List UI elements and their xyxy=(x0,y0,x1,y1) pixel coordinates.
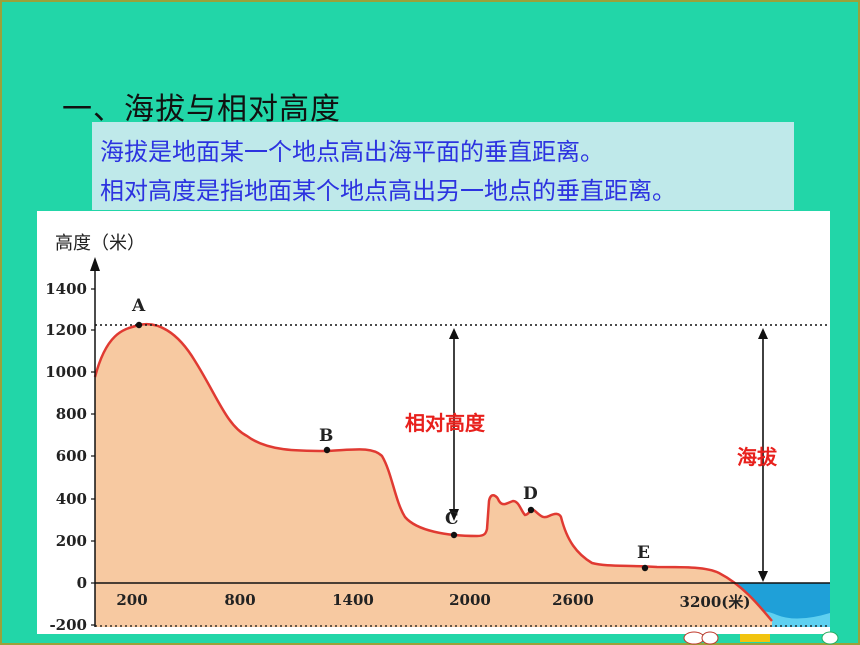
altitude-definition: 海拔是地面某一个地点高出海平面的垂直距离。 xyxy=(100,138,604,166)
y-tick-label: 400 xyxy=(55,490,87,508)
x-tick-label: 2600 xyxy=(552,591,594,609)
y-tick-marks xyxy=(91,288,95,626)
point-b-dot xyxy=(323,446,331,454)
decorative-border-icon xyxy=(683,631,839,645)
x-tick-label: 3200(米) xyxy=(679,593,751,611)
y-tick-label: -200 xyxy=(49,616,87,634)
y-tick-label: 0 xyxy=(76,574,87,592)
altitude-label: 海拔 xyxy=(737,445,777,469)
definition-box: 海拔是地面某一个地点高出海平面的垂直距离。 相对高度是指地面某个地点高出另一地点… xyxy=(92,122,794,210)
x-tick-label: 800 xyxy=(224,591,256,609)
profile-svg xyxy=(90,257,830,627)
terrain-outline xyxy=(93,322,773,622)
y-tick-label: 200 xyxy=(55,532,87,550)
x-tick-label: 2000 xyxy=(449,591,491,609)
arrow-up-icon xyxy=(449,328,459,339)
arrow-down-icon xyxy=(758,571,768,582)
page-title: 一、海拔与相对高度 xyxy=(62,92,341,127)
point-a-label: A xyxy=(132,296,146,316)
relative-height-definition: 相对高度是指地面某个地点高出另一地点的垂直距离。 xyxy=(100,177,676,205)
y-tick-label: 1000 xyxy=(45,363,87,381)
point-d-dot xyxy=(527,506,535,514)
point-c-dot xyxy=(450,531,458,539)
point-c-label: C xyxy=(445,509,459,529)
point-d-label: D xyxy=(523,484,538,504)
point-b-label: B xyxy=(319,426,334,446)
point-e-dot xyxy=(641,564,649,572)
y-tick-label: 800 xyxy=(55,405,87,423)
y-tick-label: 600 xyxy=(55,447,87,465)
x-tick-label: 200 xyxy=(116,591,148,609)
y-tick-label: 1200 xyxy=(45,321,87,339)
y-axis-label: 高度（米） xyxy=(55,233,145,254)
y-tick-label: 1400 xyxy=(45,280,87,298)
relative-height-label: 相对高度 xyxy=(405,411,485,435)
arrow-down-icon xyxy=(449,509,459,521)
elevation-profile-diagram: 高度（米） 1400 1200 1000 800 600 400 200 0 -… xyxy=(37,211,830,634)
terrain-fill xyxy=(95,324,772,627)
arrow-up-icon xyxy=(758,328,768,339)
x-tick-label: 1400 xyxy=(332,591,374,609)
point-e-label: E xyxy=(637,543,650,563)
arrow-up-icon xyxy=(90,257,100,271)
point-a-dot xyxy=(135,321,143,329)
